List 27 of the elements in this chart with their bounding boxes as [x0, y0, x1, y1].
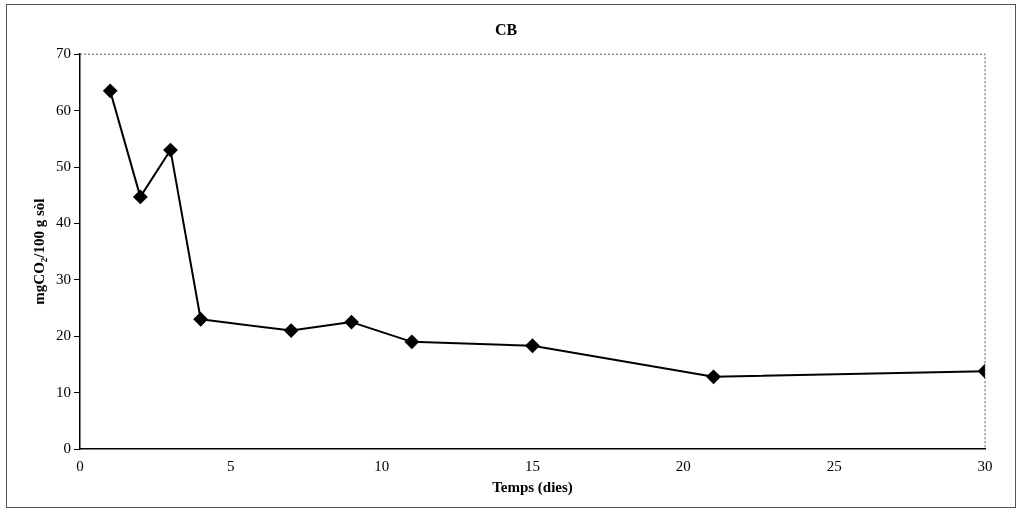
point [404, 334, 419, 349]
y-tick-label: 40 [56, 214, 71, 231]
x-tick-label: 30 [977, 457, 993, 474]
y-tick-label: 30 [56, 270, 71, 287]
x-tick-label: 10 [374, 457, 390, 474]
x-tick-label: 5 [227, 457, 235, 474]
x-tick-label: 15 [525, 457, 540, 474]
x-tick-label: 0 [76, 457, 84, 474]
point [103, 83, 118, 98]
point [133, 189, 148, 204]
point [706, 369, 721, 384]
chart-title: CB [494, 20, 518, 38]
x-tick-label: 20 [675, 457, 691, 474]
y-axis-title: mgCO₂/100 g sòl [30, 198, 47, 305]
point [163, 143, 178, 158]
y-tick-label: 20 [56, 327, 71, 344]
point [193, 312, 208, 327]
y-tick-label: 10 [56, 383, 71, 400]
y-tick-label: 50 [56, 157, 71, 174]
point [344, 315, 359, 330]
point [284, 323, 299, 338]
point [525, 338, 540, 353]
y-tick-label: 70 [56, 45, 71, 62]
y-tick-label: 60 [56, 101, 71, 118]
y-tick-label: 0 [63, 439, 71, 456]
x-tick-label: 25 [826, 457, 842, 474]
x-axis-title: Temps (dies) [492, 478, 573, 496]
